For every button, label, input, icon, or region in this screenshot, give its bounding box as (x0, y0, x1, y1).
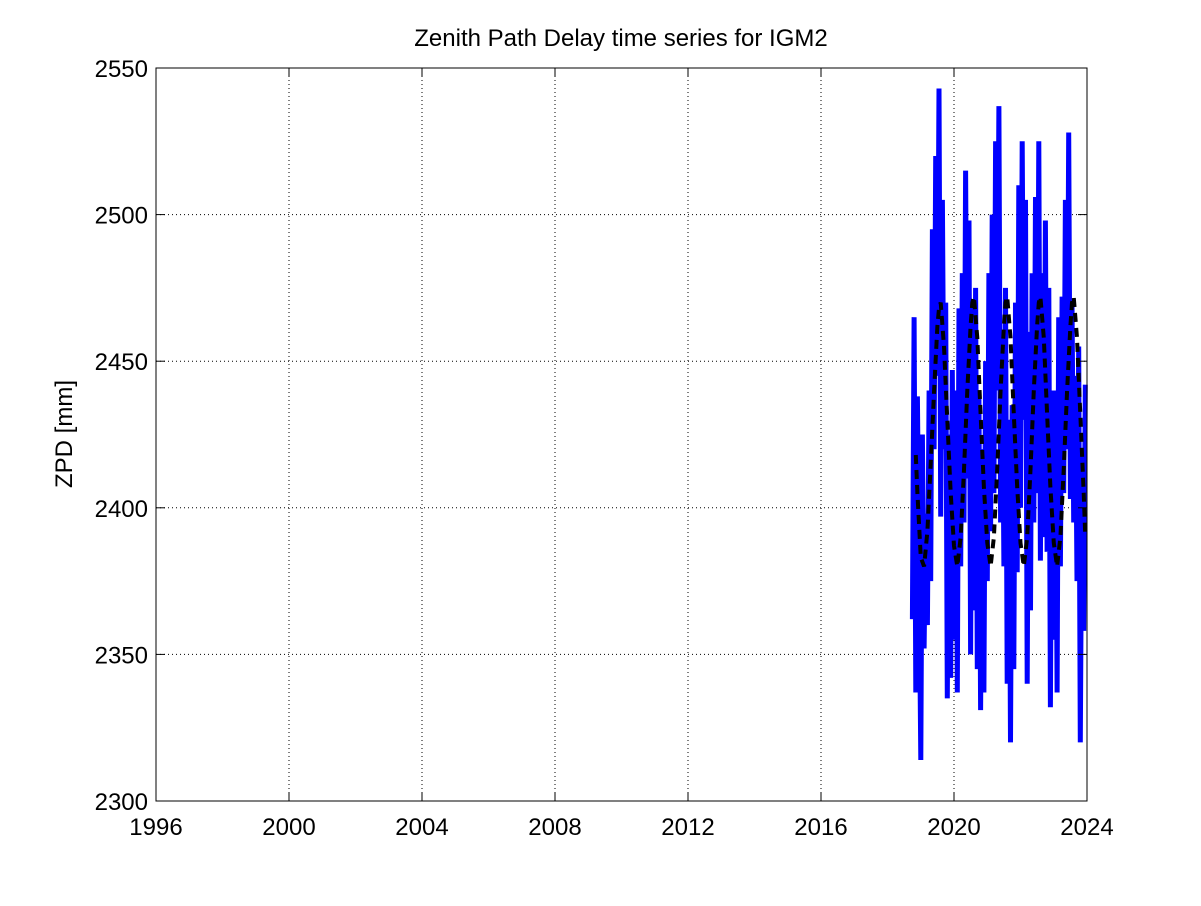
y-tick-label-2550: 2550 (95, 56, 148, 83)
y-tick-label-2500: 2500 (95, 203, 148, 230)
x-tick-label-2000: 2000 (262, 814, 315, 841)
x-tick-label-2016: 2016 (794, 814, 847, 841)
observed-series-line (909, 88, 1088, 761)
axis-ticks: 1996 2000 2004 2008 2012 2016 2020 2024 2300 2350… (95, 56, 1114, 841)
data-series (909, 88, 1088, 761)
y-tick-label-2400: 2400 (95, 496, 148, 523)
chart-title: Zenith Path Delay time series for IGM2 (414, 25, 827, 52)
y-axis-label: ZPD [mm] (51, 380, 78, 488)
y-tick-label-2350: 2350 (95, 642, 148, 669)
x-tick-label-2008: 2008 (528, 814, 581, 841)
y-tick-label-2300: 2300 (95, 789, 148, 816)
model-series-line (913, 296, 1088, 568)
x-tick-label-2004: 2004 (395, 814, 448, 841)
axes-box (155, 67, 1088, 802)
y-tick-label-2450: 2450 (95, 349, 148, 376)
x-tick-label-2012: 2012 (661, 814, 714, 841)
x-tick-label-1996: 1996 (129, 814, 182, 841)
x-tick-label-2024: 2024 (1060, 814, 1113, 841)
x-tick-label-2020: 2020 (927, 814, 980, 841)
